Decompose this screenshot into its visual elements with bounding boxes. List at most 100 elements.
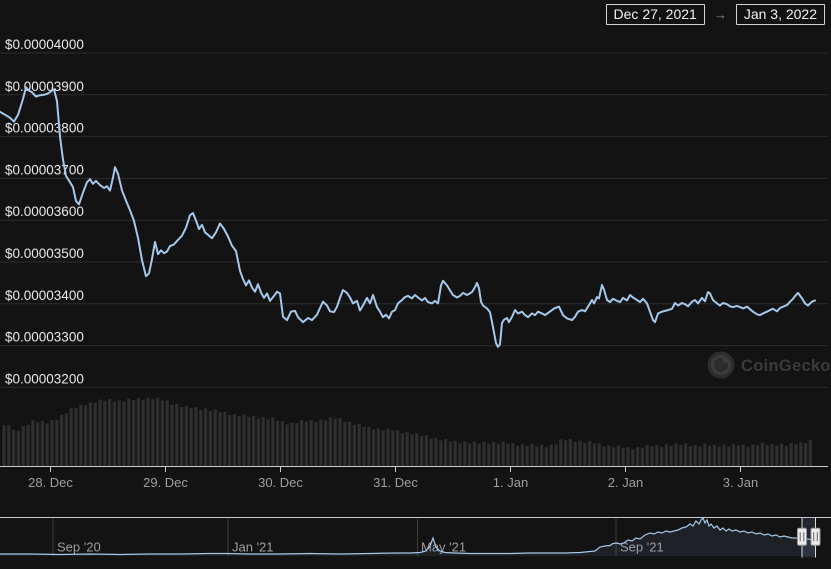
- volume-bar[interactable]: [26, 424, 30, 466]
- volume-bar[interactable]: [338, 417, 342, 466]
- volume-bar[interactable]: [564, 440, 568, 466]
- volume-bar[interactable]: [228, 415, 232, 466]
- volume-bar[interactable]: [717, 446, 721, 466]
- volume-bar[interactable]: [703, 443, 707, 466]
- volume-bar[interactable]: [108, 399, 112, 466]
- volume-bar[interactable]: [444, 439, 448, 466]
- volume-bar[interactable]: [60, 414, 64, 466]
- volume-bar[interactable]: [396, 430, 400, 466]
- volume-bar[interactable]: [112, 401, 116, 466]
- volume-bar[interactable]: [199, 409, 203, 466]
- volume-bar[interactable]: [544, 447, 548, 466]
- volume-bar[interactable]: [7, 425, 11, 466]
- volume-bar[interactable]: [160, 400, 164, 467]
- volume-bar[interactable]: [664, 444, 668, 466]
- volume-bar[interactable]: [650, 446, 654, 466]
- volume-bar[interactable]: [276, 420, 280, 467]
- volume-bar[interactable]: [357, 423, 361, 466]
- volume-bar[interactable]: [290, 422, 294, 466]
- volume-bar[interactable]: [232, 414, 236, 466]
- volume-bar[interactable]: [12, 429, 16, 466]
- volume-bar[interactable]: [789, 443, 793, 466]
- volume-bar[interactable]: [141, 399, 145, 466]
- volume-bar[interactable]: [223, 412, 227, 466]
- volume-bar[interactable]: [405, 432, 409, 466]
- volume-bar[interactable]: [727, 446, 731, 466]
- volume-bar[interactable]: [756, 445, 760, 466]
- volume-bar[interactable]: [780, 443, 784, 466]
- volume-bar[interactable]: [376, 428, 380, 467]
- volume-bar[interactable]: [165, 400, 169, 466]
- volume-bar[interactable]: [429, 438, 433, 467]
- volume-bar[interactable]: [64, 413, 68, 466]
- volume-bar[interactable]: [568, 439, 572, 466]
- volume-bar[interactable]: [708, 445, 712, 466]
- volume-bar[interactable]: [511, 443, 515, 466]
- volume-bar[interactable]: [208, 410, 212, 466]
- volume-bar[interactable]: [573, 441, 577, 466]
- volume-bar[interactable]: [218, 412, 222, 466]
- volume-bar[interactable]: [482, 441, 486, 466]
- volume-bar[interactable]: [381, 430, 385, 467]
- volume-bar[interactable]: [79, 404, 83, 466]
- volume-bar[interactable]: [170, 404, 174, 467]
- volume-bar[interactable]: [103, 400, 107, 466]
- volume-bar[interactable]: [516, 445, 520, 466]
- volume-bar[interactable]: [592, 443, 596, 467]
- volume-bar[interactable]: [352, 424, 356, 466]
- volume-bar[interactable]: [477, 443, 481, 466]
- volume-bar[interactable]: [69, 408, 73, 466]
- volume-bar[interactable]: [741, 444, 745, 466]
- volume-bar[interactable]: [684, 443, 688, 467]
- volume-bar[interactable]: [424, 435, 428, 466]
- volume-bar[interactable]: [304, 421, 308, 466]
- volume-bar[interactable]: [799, 442, 803, 466]
- volume-bar[interactable]: [712, 445, 716, 466]
- volume-bar[interactable]: [732, 444, 736, 466]
- volume-bar[interactable]: [386, 428, 390, 466]
- volume-bar[interactable]: [472, 441, 476, 466]
- volume-bar[interactable]: [616, 445, 620, 466]
- volume-bar[interactable]: [640, 447, 644, 466]
- volume-bar[interactable]: [693, 445, 697, 466]
- volume-bar[interactable]: [660, 446, 664, 466]
- volume-bar[interactable]: [261, 417, 265, 466]
- volume-bar[interactable]: [434, 437, 438, 466]
- volume-bar[interactable]: [540, 445, 544, 466]
- volume-bar[interactable]: [2, 425, 6, 466]
- volume-bar[interactable]: [420, 435, 424, 466]
- volume-bar[interactable]: [50, 420, 54, 466]
- volume-bar[interactable]: [794, 444, 798, 466]
- volume-bar[interactable]: [468, 443, 472, 466]
- volume-bar[interactable]: [117, 400, 121, 466]
- volume-bar[interactable]: [583, 442, 587, 466]
- volume-bar[interactable]: [578, 440, 582, 466]
- volume-bar[interactable]: [751, 444, 755, 466]
- volume-bar[interactable]: [156, 397, 160, 467]
- volume-bar[interactable]: [448, 441, 452, 467]
- volume-bar[interactable]: [271, 417, 275, 466]
- volume-bar[interactable]: [588, 441, 592, 466]
- volume-bar[interactable]: [525, 445, 529, 466]
- volume-bar[interactable]: [367, 426, 371, 466]
- volume-bar[interactable]: [213, 409, 217, 466]
- volume-bar[interactable]: [295, 423, 299, 466]
- volume-bar[interactable]: [612, 447, 616, 467]
- volume-bar[interactable]: [40, 420, 44, 466]
- volume-bar[interactable]: [453, 440, 457, 466]
- volume-bar[interactable]: [372, 429, 376, 466]
- volume-bar[interactable]: [55, 419, 59, 466]
- volume-bar[interactable]: [348, 421, 352, 466]
- volume-bar[interactable]: [266, 419, 270, 466]
- volume-bar[interactable]: [674, 443, 678, 466]
- volume-bar[interactable]: [722, 444, 726, 466]
- volume-bar[interactable]: [535, 446, 539, 466]
- volume-bar[interactable]: [458, 443, 462, 466]
- volume-bar[interactable]: [194, 407, 198, 466]
- volume-bar[interactable]: [88, 402, 92, 466]
- volume-bar[interactable]: [132, 400, 136, 466]
- volume-bar[interactable]: [602, 446, 606, 466]
- volume-bar[interactable]: [760, 442, 764, 466]
- volume-bar[interactable]: [410, 434, 414, 466]
- volume-bar[interactable]: [314, 421, 318, 466]
